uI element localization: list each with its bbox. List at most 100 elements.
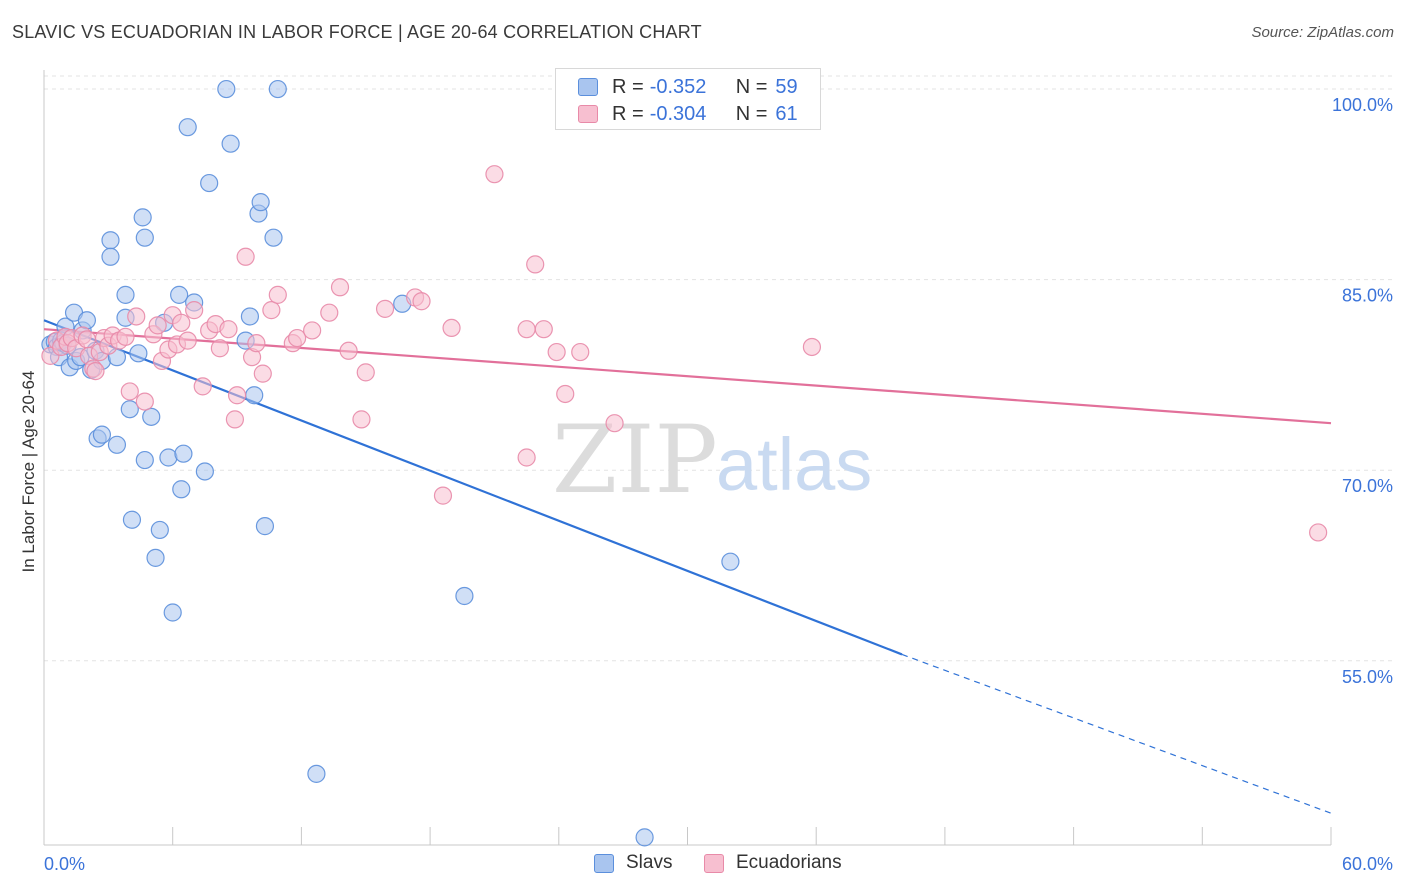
point-slavs bbox=[264, 228, 283, 247]
correlation-legend: R = -0.352 N = 59 R = -0.304 N = 61 bbox=[555, 68, 821, 130]
point-slavs bbox=[200, 173, 219, 193]
point-ecuadorians bbox=[185, 301, 204, 320]
gridlines bbox=[44, 75, 1394, 662]
point-slavs bbox=[135, 450, 154, 470]
point-ecuadorians bbox=[120, 382, 139, 401]
point-slavs bbox=[116, 285, 135, 304]
point-ecuadorians bbox=[375, 299, 395, 318]
legend-r-value: -0.304 bbox=[649, 102, 707, 125]
point-ecuadorians bbox=[605, 414, 624, 433]
legend-r-value: -0.352 bbox=[649, 75, 707, 98]
y-tick-label: 70.0% bbox=[1342, 476, 1393, 496]
point-ecuadorians bbox=[225, 410, 245, 429]
point-ecuadorians bbox=[547, 342, 566, 362]
legend-n-value: 59 bbox=[775, 75, 798, 98]
point-slavs bbox=[195, 462, 214, 481]
point-ecuadorians bbox=[442, 318, 461, 338]
series-swatch-slavs bbox=[594, 853, 614, 873]
point-slavs bbox=[172, 480, 191, 499]
point-ecuadorians bbox=[127, 307, 146, 326]
point-slavs bbox=[721, 552, 740, 571]
point-slavs bbox=[146, 548, 165, 567]
tick-labels: 100.0% 85.0% 70.0% 55.0% 0.0% 60.0% bbox=[44, 95, 1393, 874]
point-ecuadorians bbox=[571, 342, 590, 362]
axes bbox=[43, 70, 1332, 846]
watermark: ZIP atlas bbox=[552, 406, 872, 515]
watermark-atlas: atlas bbox=[716, 423, 872, 506]
point-slavs bbox=[178, 118, 197, 137]
point-ecuadorians bbox=[268, 285, 287, 304]
point-slavs bbox=[307, 764, 326, 783]
point-ecuadorians bbox=[172, 313, 191, 332]
point-slavs bbox=[163, 603, 182, 622]
point-ecuadorians bbox=[352, 410, 371, 429]
legend-swatch-slavs bbox=[578, 78, 598, 96]
legend-row-slavs: R = -0.352 N = 59 bbox=[578, 74, 798, 100]
y-tick-label: 100.0% bbox=[1332, 95, 1393, 115]
point-ecuadorians bbox=[178, 331, 197, 350]
point-ecuadorians bbox=[210, 339, 229, 358]
series-swatch-ecuadorians bbox=[704, 853, 724, 873]
point-slavs bbox=[245, 386, 264, 405]
point-slavs bbox=[221, 134, 240, 153]
point-ecuadorians bbox=[556, 384, 575, 404]
point-ecuadorians bbox=[116, 327, 135, 346]
point-ecuadorians bbox=[86, 362, 105, 381]
point-slavs bbox=[133, 208, 152, 227]
point-ecuadorians bbox=[288, 328, 307, 348]
legend-n-label: N = bbox=[735, 102, 768, 125]
point-slavs bbox=[268, 79, 287, 99]
point-slavs bbox=[159, 448, 178, 467]
point-slavs bbox=[77, 311, 97, 330]
point-ecuadorians bbox=[227, 386, 247, 405]
point-slavs bbox=[150, 520, 169, 540]
point-ecuadorians bbox=[320, 303, 339, 322]
point-ecuadorians bbox=[236, 247, 255, 266]
point-ecuadorians bbox=[517, 448, 536, 467]
point-ecuadorians bbox=[77, 330, 97, 349]
point-slavs bbox=[92, 425, 112, 444]
legend-row-ecuadorians: R = -0.304 N = 61 bbox=[578, 101, 798, 127]
series-ecuadorians bbox=[41, 165, 1328, 542]
point-ecuadorians bbox=[247, 334, 266, 353]
data-points bbox=[41, 79, 1328, 847]
point-ecuadorians bbox=[253, 364, 272, 383]
point-ecuadorians bbox=[303, 321, 322, 340]
point-ecuadorians bbox=[339, 341, 358, 360]
point-slavs bbox=[135, 228, 154, 247]
point-slavs bbox=[255, 517, 275, 536]
source-credit: Source: ZipAtlas.com bbox=[1251, 24, 1394, 41]
x-tick-label-start: 0.0% bbox=[44, 854, 85, 874]
point-slavs bbox=[174, 444, 193, 463]
legend-r-label: R = bbox=[612, 102, 644, 125]
y-axis-label: In Labor Force | Age 20-64 bbox=[19, 371, 38, 573]
point-ecuadorians bbox=[219, 320, 238, 339]
series-label-slavs: Slavs bbox=[626, 852, 673, 873]
point-slavs bbox=[170, 285, 189, 304]
point-slavs bbox=[455, 586, 474, 606]
series-legend-slavs[interactable]: Slavs bbox=[594, 852, 672, 874]
point-slavs bbox=[101, 231, 120, 250]
point-ecuadorians bbox=[148, 316, 167, 335]
trend-line-extension-slavs bbox=[901, 653, 1332, 814]
point-ecuadorians bbox=[356, 363, 375, 382]
point-ecuadorians bbox=[802, 337, 822, 357]
point-slavs bbox=[635, 828, 654, 847]
point-ecuadorians bbox=[485, 165, 504, 184]
point-slavs bbox=[120, 400, 139, 419]
point-slavs bbox=[101, 247, 120, 266]
point-slavs bbox=[122, 510, 142, 529]
point-slavs bbox=[251, 193, 270, 212]
series-legend-ecuadorians[interactable]: Ecuadorians bbox=[704, 852, 842, 874]
y-tick-label: 55.0% bbox=[1342, 667, 1393, 687]
trend-line-slavs bbox=[43, 319, 903, 656]
point-ecuadorians bbox=[517, 320, 536, 339]
point-slavs bbox=[217, 79, 236, 99]
point-slavs bbox=[129, 344, 148, 363]
point-ecuadorians bbox=[526, 255, 545, 274]
point-ecuadorians bbox=[412, 292, 431, 311]
legend-r-label: R = bbox=[612, 75, 644, 98]
series-legend: Slavs Ecuadorians bbox=[0, 852, 1406, 878]
legend-n-label: N = bbox=[735, 75, 768, 98]
